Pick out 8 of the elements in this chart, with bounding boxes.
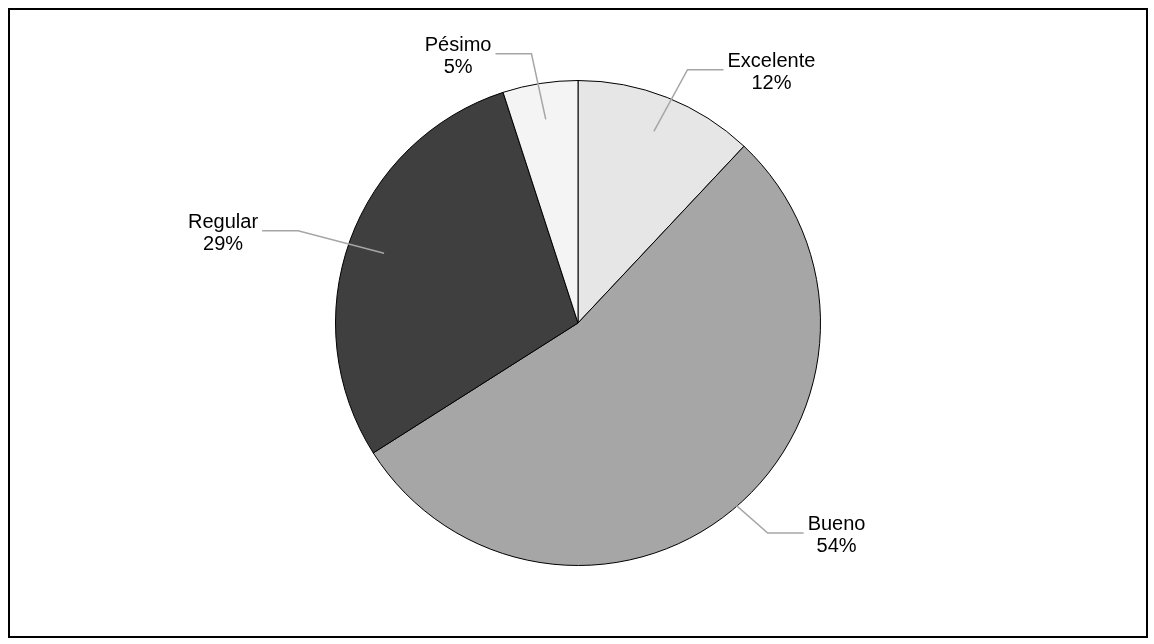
slice-label: Pésimo: [424, 33, 492, 56]
slice-label: Bueno: [807, 512, 866, 535]
slice-label: Regular: [188, 210, 259, 233]
data-label: 54%: [816, 534, 857, 557]
slice-label: Excelente: [727, 49, 816, 72]
data-label: 5%: [443, 55, 473, 78]
data-label: 29%: [203, 232, 244, 255]
data-label: 12%: [751, 71, 792, 94]
